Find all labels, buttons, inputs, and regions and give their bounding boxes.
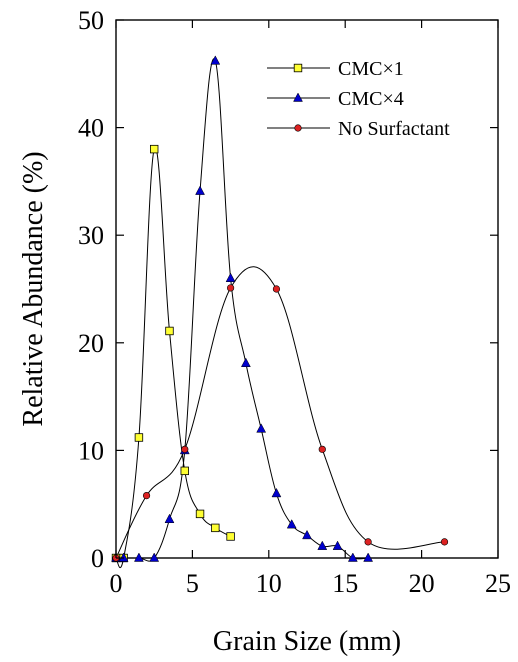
legend-label-circle: No Surfactant	[338, 118, 450, 140]
plot-frame	[115, 19, 499, 559]
data-point-triangle	[195, 185, 205, 195]
data-point-triangle	[347, 552, 358, 562]
data-point-square	[149, 144, 159, 154]
series-line-circle	[115, 266, 445, 559]
data-point-triangle	[271, 487, 282, 498]
data-point-triangle	[240, 357, 251, 367]
data-point-triangle	[317, 540, 328, 550]
legend: CMC×1 CMC×4 No Surfactant	[267, 58, 450, 140]
y-tick-label: 40	[78, 114, 104, 143]
data-point-triangle	[286, 519, 297, 529]
data-point-triangle	[118, 552, 129, 562]
data-point-square	[195, 509, 205, 519]
x-tick-label: 25	[485, 569, 511, 598]
series-line-triangle	[116, 58, 369, 562]
data-point-square	[165, 326, 174, 336]
data-point-triangle	[332, 540, 343, 550]
y-tick-label: 20	[78, 329, 104, 358]
data-point-triangle	[363, 552, 374, 562]
x-tick-label: 0	[110, 569, 123, 598]
data-point-square	[226, 532, 235, 541]
data-point-circle	[318, 445, 326, 453]
x-tick-label: 5	[186, 569, 199, 598]
data-point-triangle	[210, 55, 221, 65]
data-point-square	[211, 523, 220, 533]
data-point-triangle	[225, 272, 236, 282]
data-point-triangle	[149, 552, 160, 562]
data-point-triangle	[134, 552, 144, 562]
data-point-triangle	[256, 423, 267, 433]
y-tick-label: 10	[78, 436, 104, 465]
x-tick-label: 20	[409, 569, 435, 598]
legend-label-triangle: CMC×4	[338, 88, 404, 110]
x-axis-label: Grain Size (mm)	[213, 626, 401, 657]
data-point-square	[180, 466, 189, 476]
y-tick-label: 0	[91, 544, 104, 573]
data-point-square	[134, 433, 144, 442]
data-point-circle	[364, 538, 372, 546]
legend-marker-triangle	[293, 92, 303, 102]
legend-marker-square	[293, 63, 303, 73]
axes: 0 5 10 15 20 25 0 10 20 30 40 50	[78, 6, 511, 598]
series-curves	[115, 58, 445, 569]
legend-label-square: CMC×1	[338, 58, 404, 80]
plot-area	[115, 19, 499, 559]
y-axis-label: Relative Abundance (%)	[18, 151, 49, 426]
x-tick-label: 15	[332, 569, 358, 598]
legend-marker-circle	[294, 124, 302, 132]
data-point-circle	[142, 491, 151, 500]
x-tick-label: 10	[256, 569, 282, 598]
y-tick-label: 50	[78, 6, 104, 35]
data-point-triangle	[302, 529, 312, 540]
data-point-circle	[227, 284, 235, 292]
series-markers	[111, 55, 449, 563]
data-point-triangle	[164, 513, 175, 524]
data-point-circle	[440, 538, 449, 546]
data-point-circle	[272, 285, 281, 293]
data-point-circle	[181, 445, 189, 453]
series-line-square	[115, 146, 231, 569]
y-tick-label: 30	[78, 221, 104, 250]
